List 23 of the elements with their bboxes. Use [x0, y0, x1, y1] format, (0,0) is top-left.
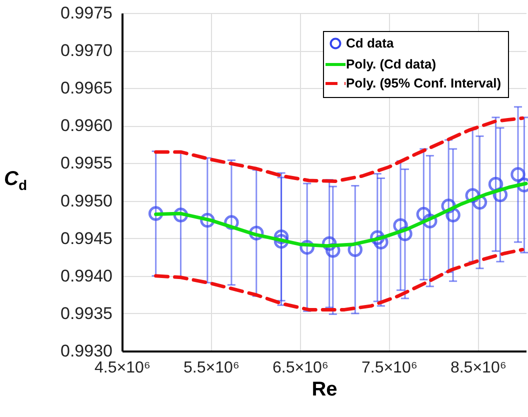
y-tick-label: 0.9950: [60, 191, 112, 210]
legend-label: Cd data: [346, 36, 394, 50]
x-tick-label: 8.5×10⁶: [450, 360, 506, 376]
y-tick-label: 0.9935: [60, 304, 112, 323]
y-tick-label: 0.9955: [60, 154, 112, 173]
y-tick-label: 0.9930: [60, 342, 112, 360]
y-tick-label: 0.9970: [60, 41, 112, 60]
x-tick-label: 5.5×10⁶: [184, 360, 240, 376]
legend-label: Poly. (Cd data): [346, 56, 436, 72]
x-tick-label: 7.5×10⁶: [361, 360, 418, 376]
y-tick-label: 0.9940: [60, 266, 112, 286]
x-axis-title: Re: [312, 378, 338, 400]
y-tick-label: 0.9965: [60, 78, 112, 98]
legend-label: Poly. (95% Conf. Interval): [346, 76, 502, 90]
x-tick-label: 4.5×10⁶: [94, 360, 150, 376]
y-axis-title: C$_{d}$: [4, 168, 28, 193]
line-series: [154, 248, 524, 312]
point: [510, 167, 526, 182]
x-tick-label: 6.5×10⁶: [272, 360, 328, 376]
y-tick-label: 0.9975: [60, 4, 112, 22]
line-series: [154, 182, 528, 248]
y-tick-label: 0.9945: [60, 228, 112, 248]
y-tick-label: 0.9960: [60, 116, 112, 136]
